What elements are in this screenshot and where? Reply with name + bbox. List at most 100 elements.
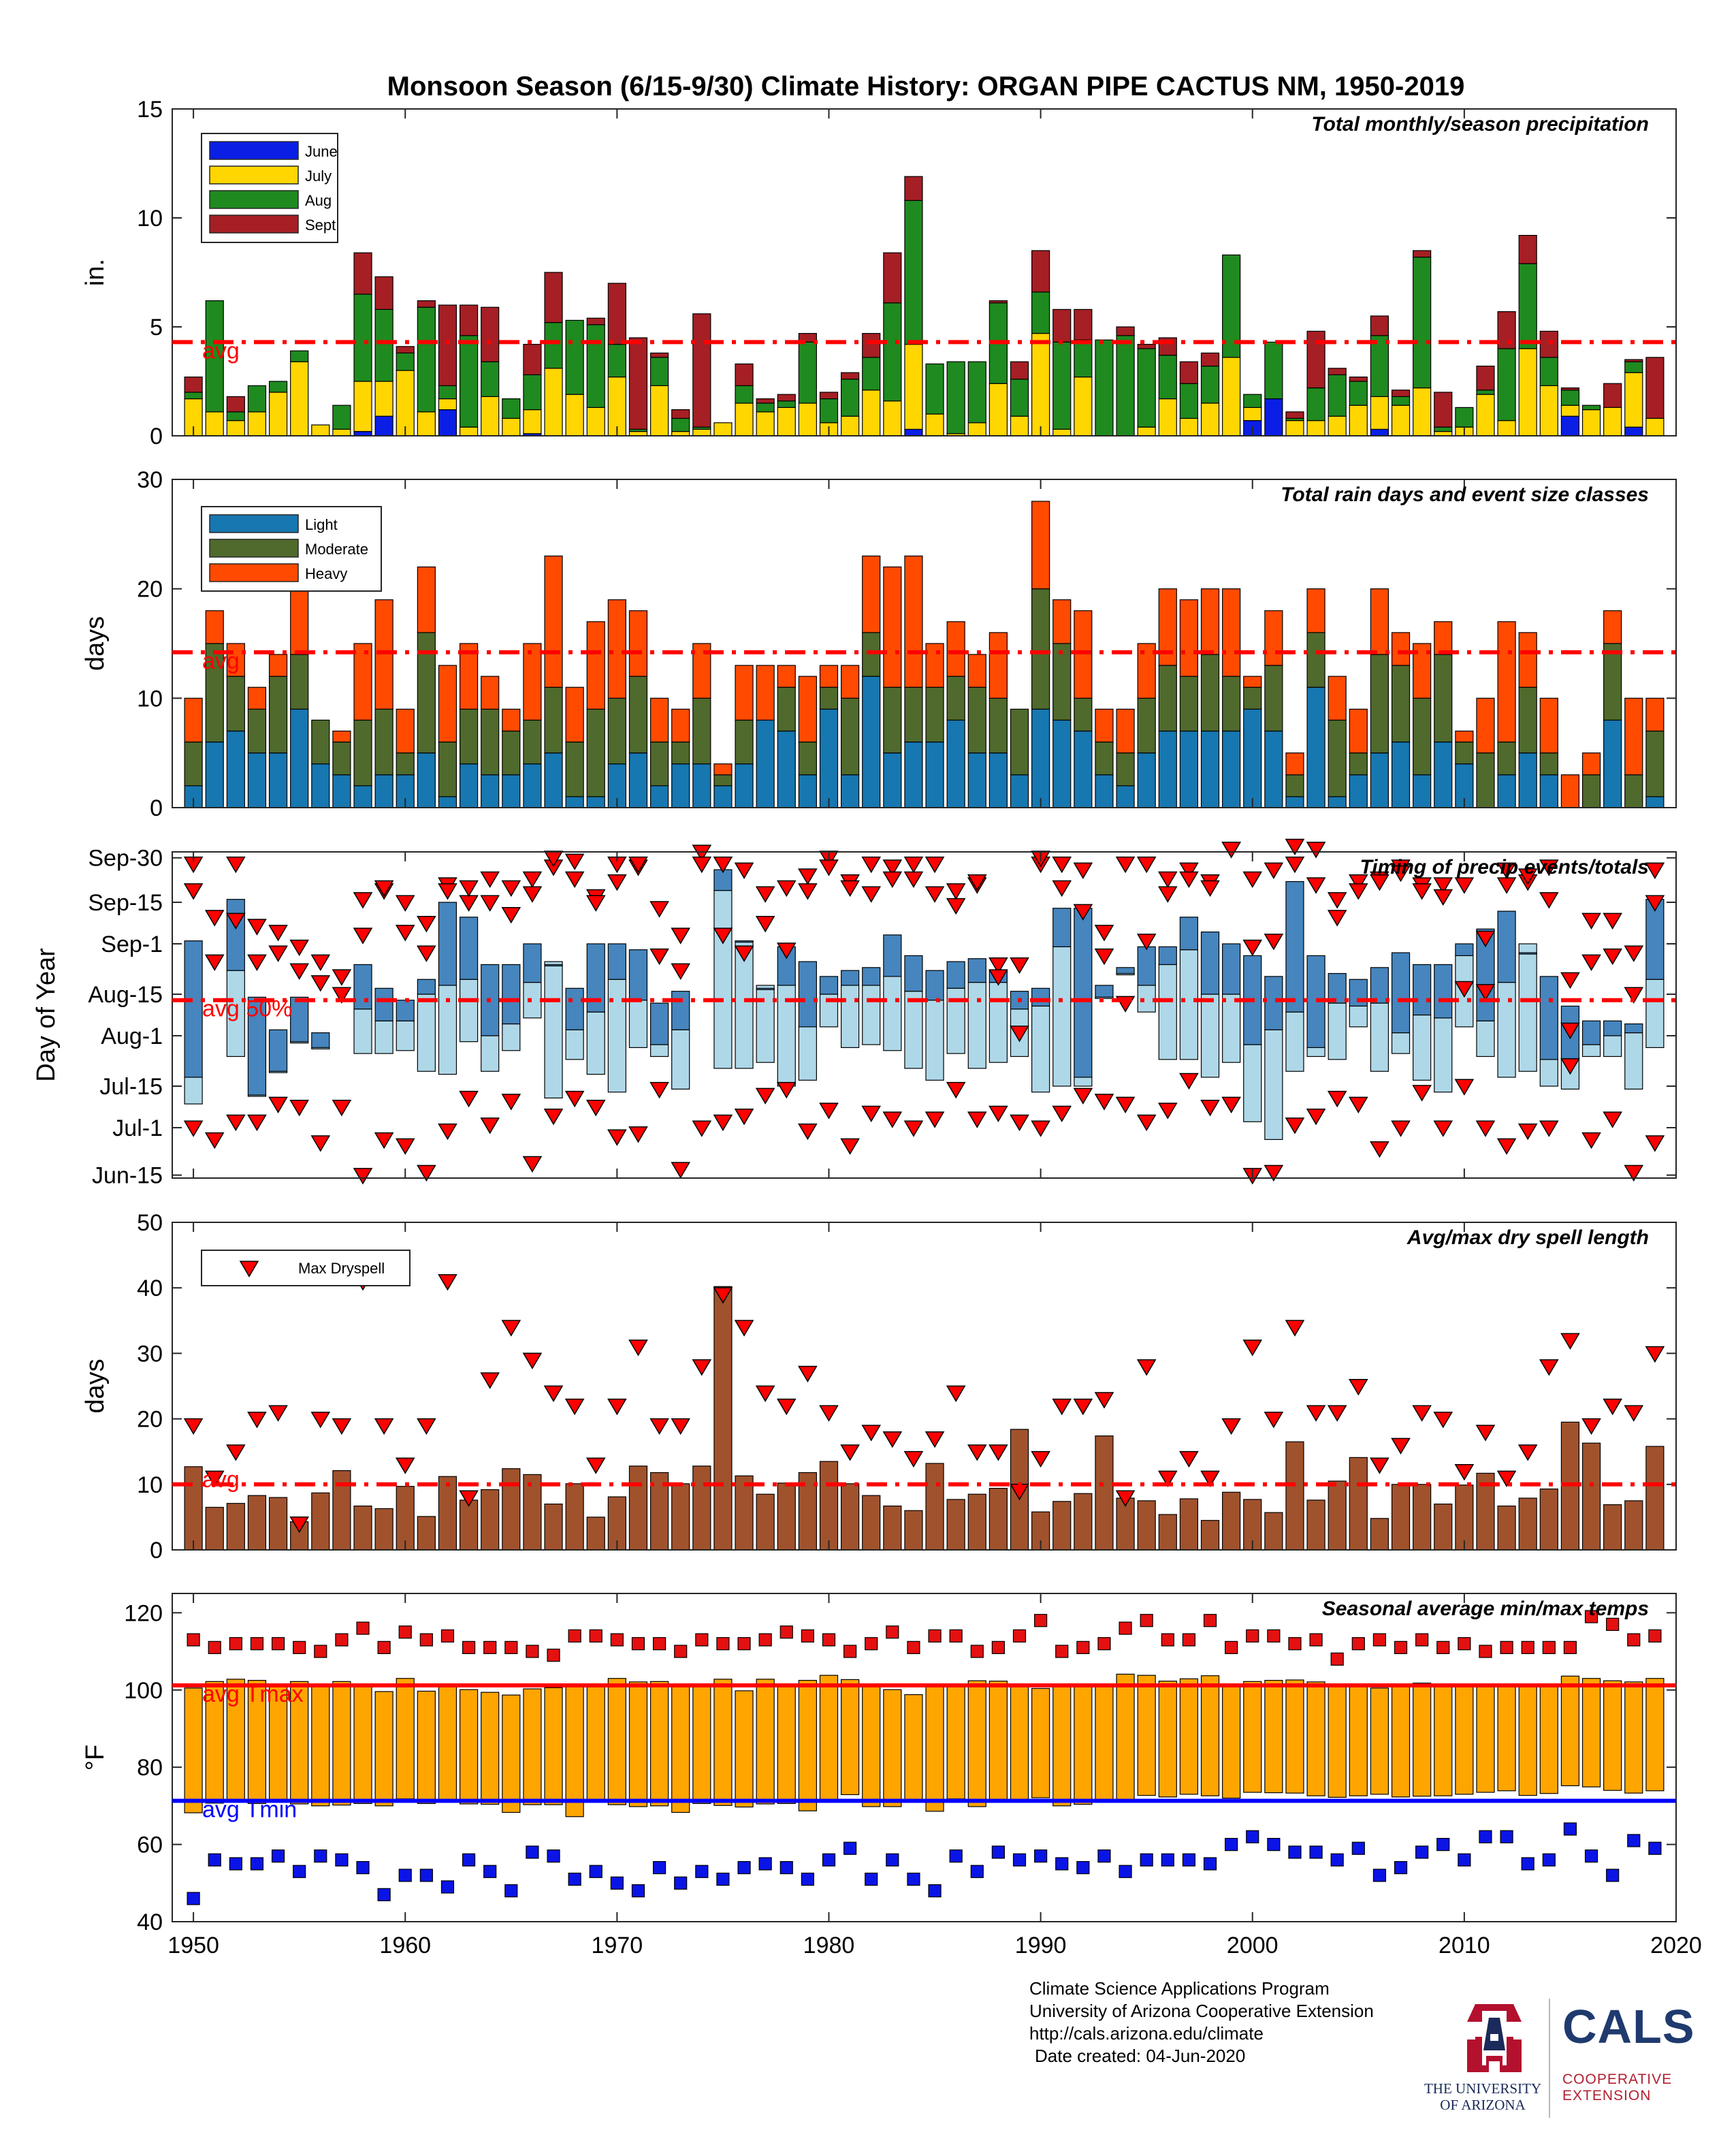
precip-bar-sept (777, 394, 796, 402)
timing-iqr-lower (459, 979, 479, 1043)
timing-marker (332, 969, 352, 986)
timing-marker (671, 963, 691, 981)
tmin-marker (1309, 1845, 1323, 1859)
precip-bar-sept (1624, 359, 1643, 362)
dryspell-max-marker (946, 1385, 966, 1402)
precip-bar-july (417, 411, 436, 436)
timing-marker (1157, 871, 1178, 889)
timing-marker (1348, 883, 1368, 900)
timing-marker (522, 886, 543, 903)
avg-label: avg (202, 1467, 240, 1493)
tmax-marker (652, 1637, 666, 1651)
dryspell-avg-bar (565, 1483, 584, 1551)
dryspell-avg-bar (862, 1495, 881, 1551)
timing-marker (840, 1138, 860, 1155)
timing-iqr-upper (184, 940, 203, 1078)
tmin-marker (526, 1845, 539, 1859)
tmin-marker (1436, 1837, 1450, 1852)
tmax-marker (1330, 1652, 1344, 1666)
timing-iqr-lower (713, 890, 733, 1069)
raindays-bar-moderate (1391, 665, 1411, 743)
precip-bar-july (1497, 419, 1516, 436)
y-tick-label: 10 (137, 1472, 163, 1498)
precip-bar-july (1645, 417, 1665, 436)
tmax-marker (483, 1640, 497, 1654)
raindays-bar-moderate (988, 697, 1008, 754)
precip-bar-sept (1560, 387, 1580, 391)
tmax-marker (1140, 1614, 1153, 1628)
precip-bar-aug (607, 344, 626, 378)
raindays-bar-heavy (417, 566, 436, 633)
precip-bar-july (544, 368, 563, 436)
dryspell-max-marker (1094, 1392, 1114, 1409)
precip-bar-aug (290, 350, 309, 362)
raindays-bar-light (544, 752, 563, 808)
timing-iqr-upper (438, 902, 457, 986)
raindays-bar-heavy (819, 665, 839, 688)
temp-range-bar (502, 1694, 521, 1813)
raindays-bar-moderate (459, 708, 479, 765)
dryspell-max-marker (1136, 1359, 1157, 1376)
timing-marker (353, 927, 373, 944)
raindays-bar-light (862, 676, 881, 808)
precip-bar-july (1391, 404, 1411, 436)
precip-bar-aug (1328, 374, 1347, 417)
timing-iqr-lower (1052, 946, 1072, 1087)
temp-range-bar (883, 1689, 902, 1807)
raindays-bar-moderate (904, 686, 923, 743)
precip-bar-june (904, 428, 923, 436)
footer-url[interactable]: http://cals.arizona.edu/climate (1029, 2023, 1264, 2044)
temp-range-bar (988, 1681, 1008, 1800)
precip-bar-aug (1624, 361, 1643, 373)
dryspell-avg-bar (1370, 1518, 1389, 1551)
timing-iqr-upper (247, 996, 267, 1096)
tmin-marker (1012, 1853, 1027, 1867)
raindays-bar-light (502, 774, 521, 808)
timing-iqr-upper (819, 976, 839, 995)
timing-marker (946, 898, 966, 915)
raindays-bar-heavy (1222, 588, 1241, 677)
precip-bar-aug (1074, 339, 1093, 378)
tmax-marker (949, 1629, 963, 1642)
timing-iqr-lower (586, 1011, 605, 1075)
panel-timing: Jun-15 Jul-1 Jul-15 Aug-1 Aug-15 Sep-1 Sep-15 S… (32, 838, 1677, 1189)
timing-marker (1200, 1099, 1220, 1117)
precip-bar-sept (1497, 311, 1516, 349)
tmax-marker (1288, 1637, 1302, 1651)
tmin-marker (822, 1853, 836, 1867)
dryspell-avg-bar (735, 1475, 754, 1551)
temp-range-bar (628, 1681, 648, 1807)
dryspell-avg-bar (1413, 1484, 1432, 1551)
timing-marker (1306, 877, 1326, 894)
raindays-bar-light (1095, 774, 1114, 808)
raindays-bar-moderate (544, 686, 563, 754)
precip-bar-aug (1137, 348, 1156, 428)
timing-marker (882, 859, 903, 876)
raindays-bar-light (692, 763, 711, 808)
tmin-marker (547, 1850, 560, 1863)
tmax-marker (1436, 1640, 1450, 1654)
precip-bar-aug (671, 417, 690, 432)
temp-range-bar (1052, 1685, 1072, 1807)
timing-marker (268, 925, 288, 942)
timing-marker (1370, 874, 1389, 891)
raindays-bar-heavy (1518, 632, 1537, 688)
timing-iqr-lower (1243, 1044, 1262, 1122)
panel-rain-days: 0 10 20 30 avg days Total rain days and event … (81, 467, 1677, 821)
raindays-bar-heavy (226, 643, 245, 677)
panel-title: Avg/max dry spell length (1407, 1226, 1649, 1249)
raindays-bar-light (1137, 752, 1156, 808)
timing-iqr-lower (1581, 1044, 1601, 1058)
tmin-marker (187, 1892, 200, 1905)
y-tick-label: Sep-15 (88, 890, 163, 916)
raindays-bar-heavy (1476, 697, 1495, 754)
raindays-bar-moderate (1370, 654, 1389, 754)
raindays-bar-light (925, 741, 944, 808)
raindays-bar-moderate (396, 752, 415, 776)
raindays-bar-heavy (1095, 708, 1114, 743)
dryspell-max-marker (692, 1359, 712, 1376)
raindays-bar-light (565, 796, 584, 808)
dryspell-avg-bar (1603, 1504, 1622, 1551)
dryspell-avg-bar (226, 1503, 245, 1551)
dryspell-max-marker (1242, 1339, 1263, 1356)
